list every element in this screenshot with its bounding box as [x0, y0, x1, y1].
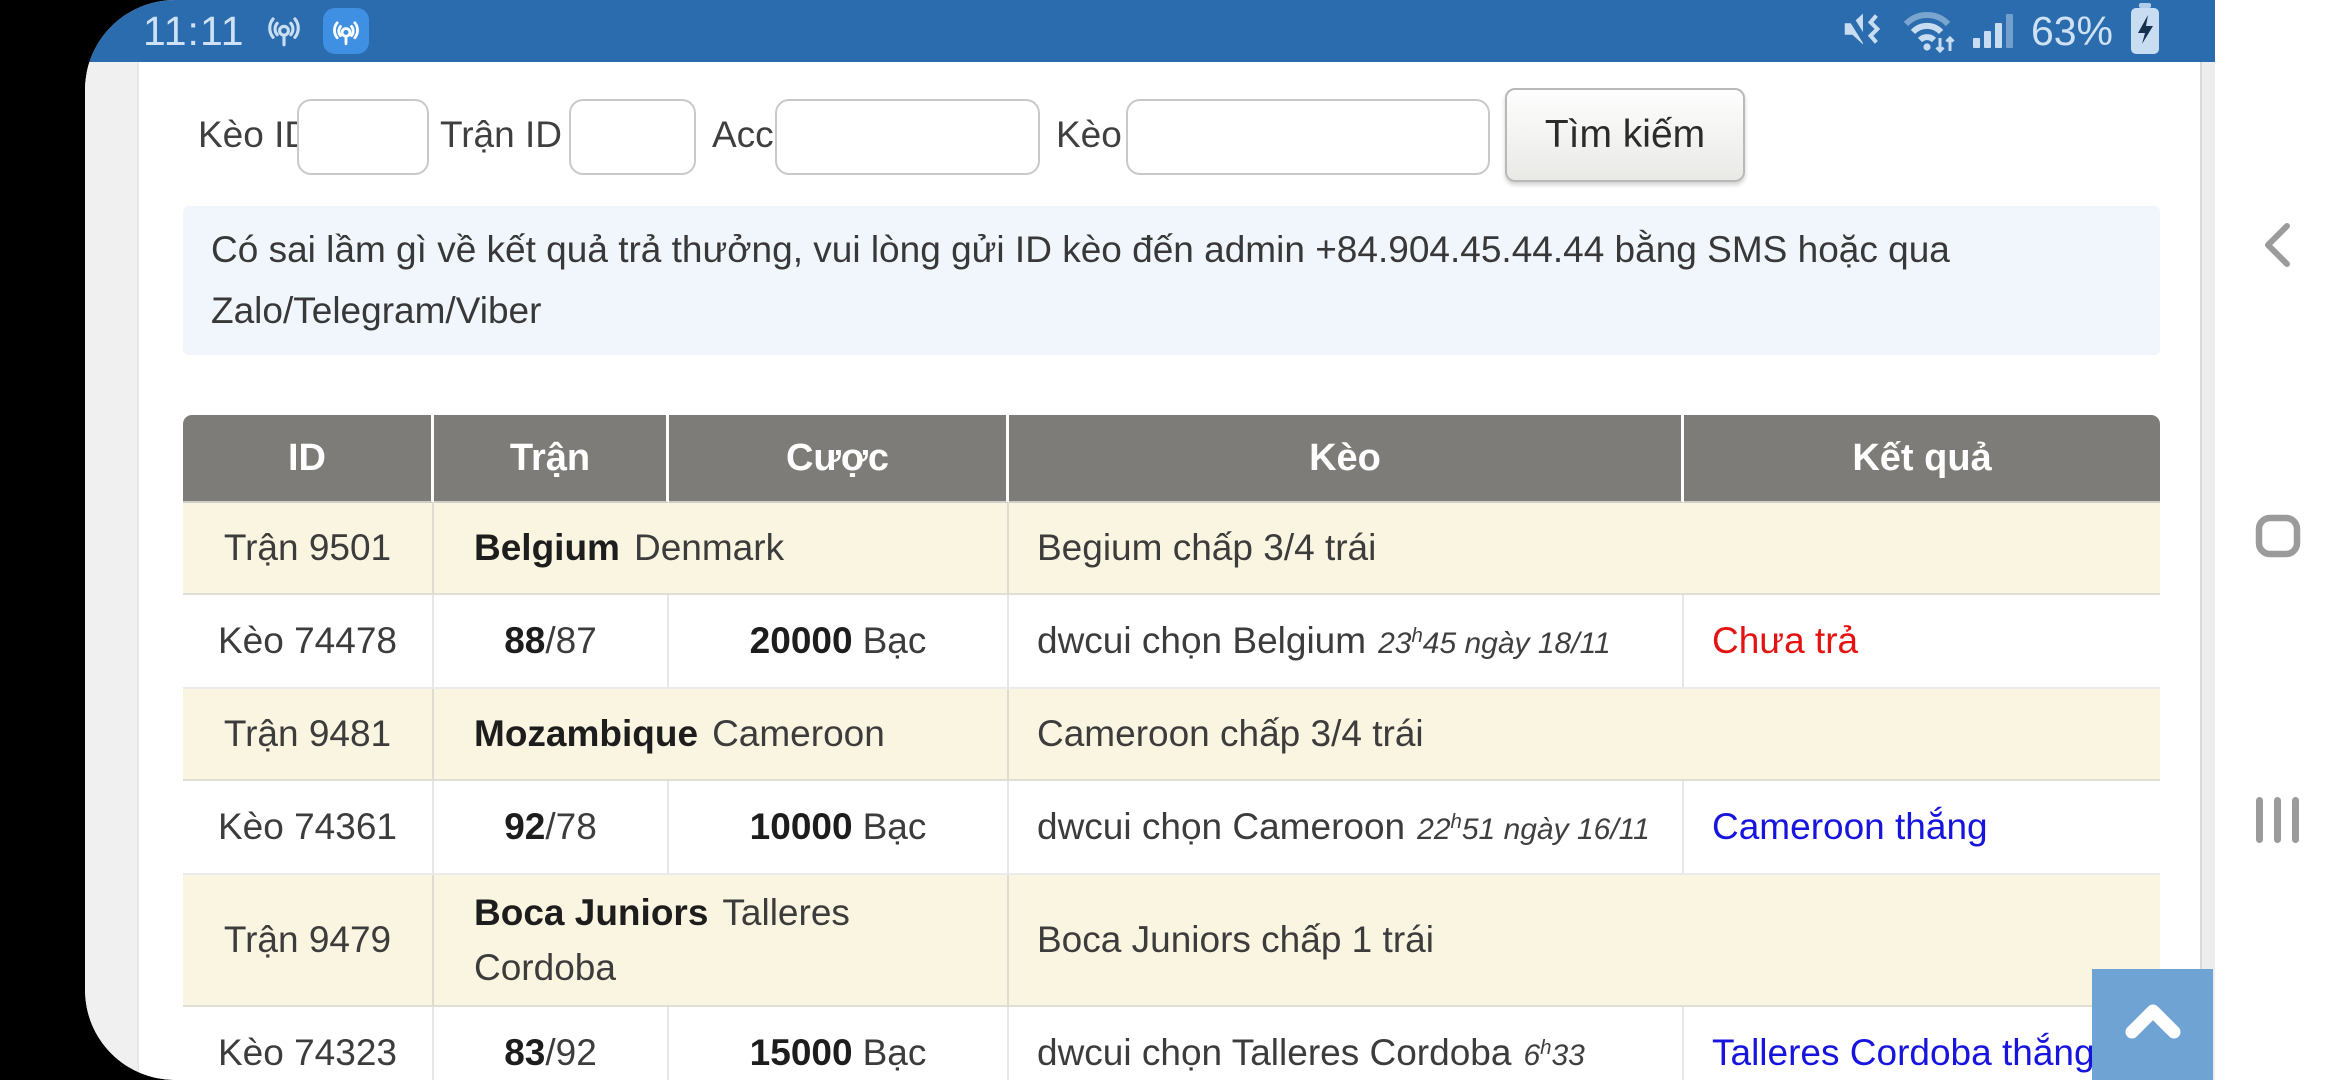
- amount-cell: 10000 Bạc: [669, 781, 1009, 875]
- keo-label: Kèo: [1056, 114, 1122, 155]
- search-button[interactable]: Tìm kiếm: [1505, 88, 1745, 182]
- header-keo: Kèo: [1009, 415, 1684, 503]
- teams-cell: Belgium Denmark: [434, 503, 1009, 595]
- acc-input[interactable]: [775, 99, 1040, 175]
- notice-box: Có sai lầm gì về kết quả trả thưởng, vui…: [183, 206, 2160, 355]
- keo-input[interactable]: [1126, 99, 1490, 175]
- match-id-cell: Trận 9479: [183, 875, 434, 1007]
- teams-cell: Mozambique Cameroon: [434, 689, 1009, 781]
- header-id: ID: [183, 415, 434, 503]
- bet-time: 22h51 ngày 16/11: [1417, 811, 1650, 846]
- header-tran: Trận: [434, 415, 669, 503]
- match-row: Trận 9501 Belgium Denmark Begium chấp 3/4…: [183, 503, 2160, 595]
- odds-cell: 88/87: [434, 595, 669, 689]
- pick-cell: dwcui chọn Belgium 23h45 ngày 18/11: [1009, 595, 1684, 689]
- mute-vibrate-icon: [1839, 6, 1885, 57]
- search-form: Kèo ID Trận ID Acc Kèo Tìm kiếm: [183, 88, 2160, 182]
- home-team: Mozambique: [474, 713, 699, 755]
- battery-percent-label: 63%: [2030, 7, 2113, 54]
- recents-icon: [2253, 797, 2303, 847]
- wifi-icon: [1899, 4, 1957, 59]
- home-team: Boca Juniors: [474, 891, 709, 933]
- table-header-row: ID Trận Cược Kèo Kết quả: [183, 415, 2160, 503]
- results-table: ID Trận Cược Kèo Kết quả Trận 9501 Belgi…: [183, 415, 2160, 1080]
- header-cuoc: Cược: [669, 415, 1009, 503]
- signal-icon: [1971, 8, 2017, 55]
- clock-label: 11:11: [143, 7, 245, 54]
- pick-cell: dwcui chọn Cameroon 22h51 ngày 16/11: [1009, 781, 1684, 875]
- home-icon: [2255, 514, 2301, 561]
- result-cell: Chưa trả: [1684, 595, 2160, 689]
- bet-time: 6h33: [1523, 1037, 1585, 1072]
- home-button[interactable]: [2255, 514, 2301, 561]
- back-icon: [2261, 223, 2293, 271]
- result-link[interactable]: Talleres Cordoba thắng: [1712, 1032, 2095, 1073]
- away-team: Talleres Cordoba: [474, 891, 850, 989]
- scrollbar[interactable]: [2200, 62, 2215, 1080]
- navigation-bar: [2215, 0, 2340, 1080]
- bet-time: 23h45 ngày 18/11: [1378, 625, 1611, 660]
- bet-row: Kèo 74478 88/87 20000 Bạc dwcui chọn Belg…: [183, 595, 2160, 689]
- status-bar-left: 11:11: [85, 8, 369, 55]
- bet-row: Kèo 74361 92/78 10000 Bạc dwcui chọn Came…: [183, 781, 2160, 875]
- home-team: Belgium: [474, 527, 620, 569]
- bet-id-cell: Kèo 74323: [183, 1007, 434, 1080]
- keo-id-input[interactable]: [297, 99, 429, 175]
- status-bar: 11:11: [85, 0, 2215, 62]
- bet-row: Kèo 74323 83/92 15000 Bạc dwcui chọn Tall…: [183, 1007, 2160, 1080]
- chevron-up-icon: [2123, 999, 2183, 1046]
- back-button[interactable]: [2261, 222, 2293, 271]
- bet-id-cell: Kèo 74361: [183, 781, 434, 875]
- odds-cell: 83/92: [434, 1007, 669, 1080]
- battery-charging-icon: [2127, 2, 2163, 60]
- match-row: Trận 9481 Mozambique Cameroon Cameroon ch…: [183, 689, 2160, 781]
- teams-cell: Boca Juniors Talleres Cordoba: [434, 875, 1009, 1007]
- amount-cell: 15000 Bạc: [669, 1007, 1009, 1080]
- away-team: Denmark: [633, 527, 785, 569]
- result-cell: Cameroon thắng: [1684, 781, 2160, 875]
- match-row: Trận 9479 Boca Juniors Talleres Cordoba B…: [183, 875, 2160, 1007]
- scroll-top-button[interactable]: [2092, 969, 2213, 1080]
- status-bar-right: 63%: [1839, 2, 2215, 60]
- tran-id-input[interactable]: [569, 99, 696, 175]
- bet-id-cell: Kèo 74478: [183, 595, 434, 689]
- keo-id-label: Kèo ID: [198, 114, 312, 155]
- handicap-cell: Begium chấp 3/4 trái: [1009, 503, 2160, 595]
- notice-text: Có sai lầm gì về kết quả trả thưởng, vui…: [211, 229, 1950, 331]
- match-id-cell: Trận 9481: [183, 689, 434, 781]
- browser-page: Kèo ID Trận ID Acc Kèo Tìm kiếm Có sai l…: [85, 62, 2215, 1080]
- phone-screen: 11:11: [85, 0, 2340, 1080]
- page-content: Kèo ID Trận ID Acc Kèo Tìm kiếm Có sai l…: [183, 62, 2160, 1080]
- result-status: Chưa trả: [1712, 620, 1859, 661]
- handicap-cell: Boca Juniors chấp 1 trái: [1009, 875, 2160, 1007]
- amount-cell: 20000 Bạc: [669, 595, 1009, 689]
- recents-button[interactable]: [2253, 796, 2303, 847]
- pick-cell: dwcui chọn Talleres Cordoba 6h33: [1009, 1007, 1684, 1080]
- handicap-cell: Cameroon chấp 3/4 trái: [1009, 689, 2160, 781]
- tran-id-label: Trận ID: [440, 114, 562, 155]
- header-ketqua: Kết quả: [1684, 415, 2160, 503]
- broadcast-icon: [263, 8, 305, 55]
- result-link[interactable]: Cameroon thắng: [1712, 806, 1988, 847]
- hotspot-badge-icon: [322, 8, 369, 54]
- left-gutter: [85, 62, 139, 1080]
- odds-cell: 92/78: [434, 781, 669, 875]
- acc-label: Acc: [712, 114, 774, 155]
- away-team: Cameroon: [712, 713, 885, 755]
- match-id-cell: Trận 9501: [183, 503, 434, 595]
- result-cell: Talleres Cordoba thắng: [1684, 1007, 2160, 1080]
